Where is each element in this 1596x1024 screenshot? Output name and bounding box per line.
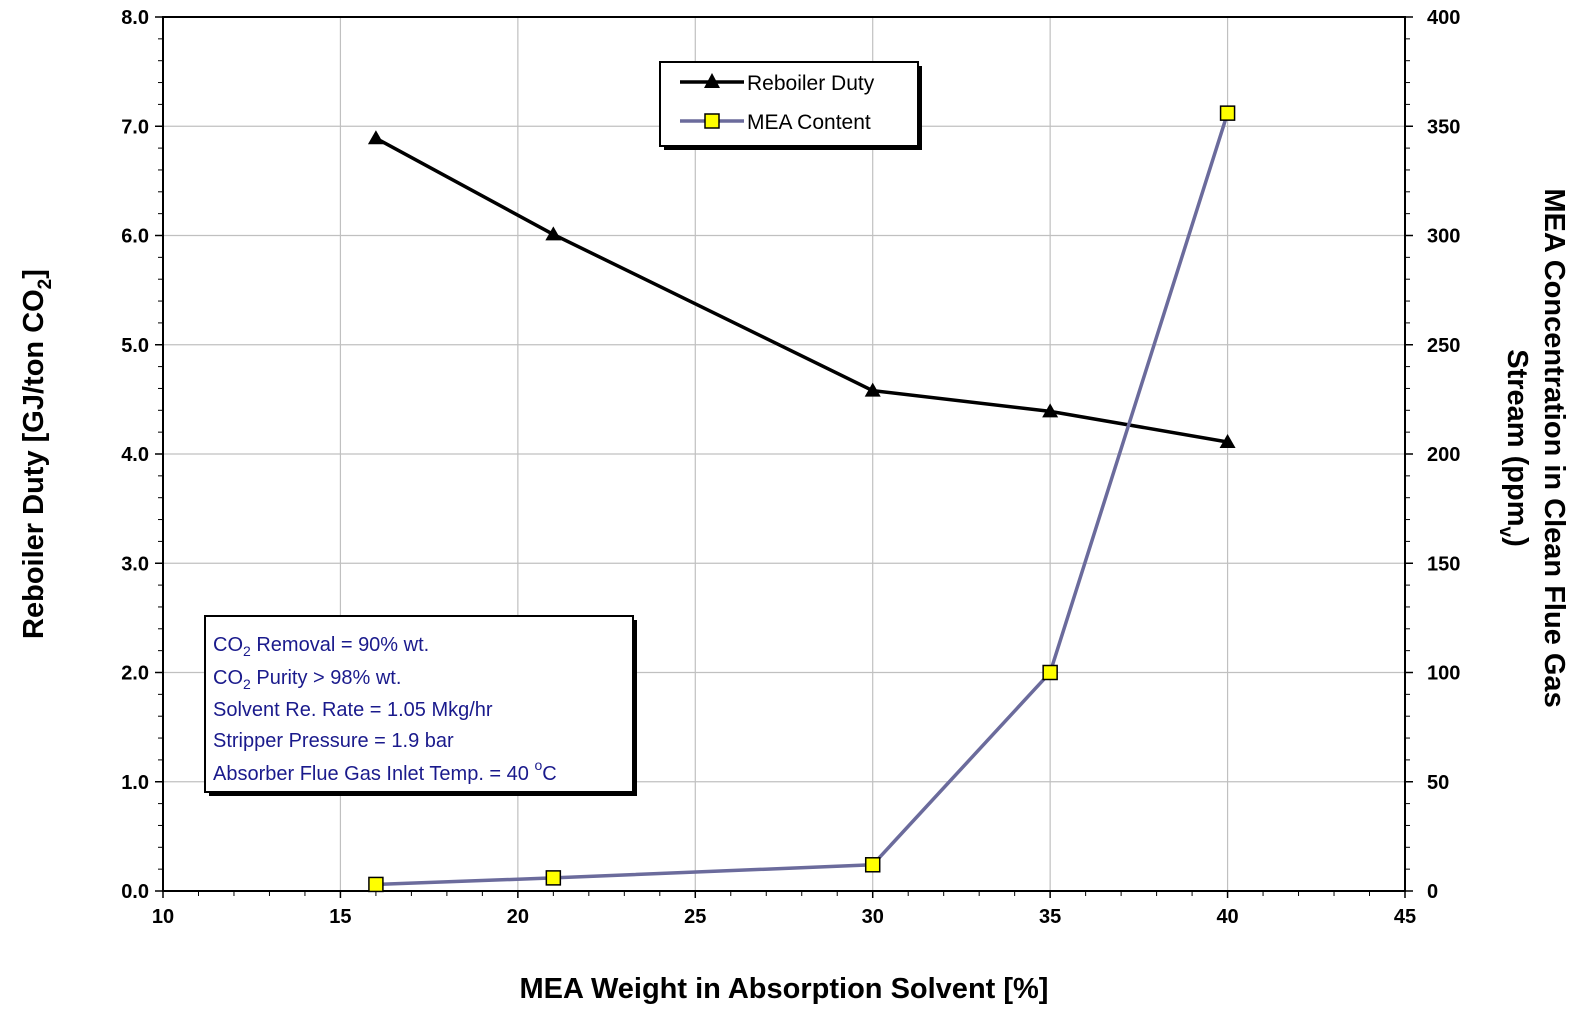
y-axis-title: Reboiler Duty [GJ/ton CO2] [18, 269, 56, 639]
data-point-reboiler-duty [1042, 403, 1059, 418]
x-tick-label: 45 [1394, 906, 1416, 928]
y-axis-title-end: ] [18, 269, 50, 279]
annotation-co2-sub: 2 [243, 676, 251, 692]
y-tick-label: 4.0 [121, 444, 149, 466]
y-tick-label: 1.0 [121, 772, 149, 794]
y-tick-label: 8.0 [121, 7, 149, 29]
x-tick-label: 15 [329, 906, 351, 928]
data-point-reboiler-duty [367, 130, 384, 145]
y2-axis-title: MEA Concentration in Clean Flue Gas Stre… [1495, 188, 1570, 707]
annotation-purity-text: Purity > 98% wt. [251, 667, 402, 689]
y2-tick-label: 50 [1427, 772, 1449, 794]
data-point-reboiler-duty [545, 226, 562, 241]
annotation-co2-text: CO [213, 667, 243, 689]
annotation-temp-text: Absorber Flue Gas Inlet Temp. = 40 [213, 763, 534, 785]
annotation-line-co2-removal: CO2 Removal = 90% wt. [213, 634, 429, 659]
y2-tick-label: 400 [1427, 7, 1460, 29]
y2-tick-label: 200 [1427, 444, 1460, 466]
annotation-line-co2-purity: CO2 Purity > 98% wt. [213, 667, 401, 692]
annotation-co2-text: CO [213, 634, 243, 656]
y2-axis-title-line1: MEA Concentration in Clean Flue Gas [1538, 188, 1570, 707]
legend-label-reboiler-duty: Reboiler Duty [747, 72, 875, 95]
y2-axis-title-main: Stream (ppm [1501, 349, 1533, 526]
x-tick-label: 20 [507, 906, 529, 928]
y-axis-title-sub: 2 [35, 279, 56, 290]
conditions-annotation: CO2 Removal = 90% wt. CO2 Purity > 98% w… [204, 615, 637, 796]
series-layer [367, 105, 1236, 893]
annotation-line-solvent-rate: Solvent Re. Rate = 1.05 Mkg/hr [213, 699, 493, 721]
x-tick-label: 30 [862, 906, 884, 928]
y-tick-label: 2.0 [121, 663, 149, 685]
legend-label-mea-content: MEA Content [747, 111, 871, 134]
legend-box [659, 61, 919, 147]
annotation-co2-sub: 2 [243, 643, 251, 659]
y2-tick-label: 250 [1427, 335, 1460, 357]
data-point-mea-content [545, 870, 562, 886]
x-tick-label: 40 [1216, 906, 1238, 928]
y2-tick-label: 100 [1427, 663, 1460, 685]
y-tick-label: 7.0 [121, 116, 149, 138]
annotation-removal-text: Removal = 90% wt. [251, 634, 429, 656]
y-tick-label: 5.0 [121, 335, 149, 357]
data-point-mea-content [1042, 664, 1058, 681]
y2-axis-title-sub: v [1495, 527, 1516, 538]
axis-ticks: 10 15 20 25 30 35 40 450.01.02.03.04.05.06.07.0… [121, 7, 1460, 928]
x-axis-title: MEA Weight in Absorption Solvent [%] [520, 973, 1049, 1005]
y2-axis-title-end: ) [1501, 537, 1533, 547]
data-point-reboiler-duty [864, 382, 881, 397]
y-tick-label: 6.0 [121, 226, 149, 248]
data-point-reboiler-duty [1219, 433, 1236, 448]
annotation-box [204, 615, 634, 793]
legend-marker-square-icon [704, 113, 720, 129]
y2-axis-title-line2: Stream (ppmv) [1495, 349, 1533, 547]
legend-marker-triangle-icon [704, 73, 720, 88]
y-tick-label: 3.0 [121, 553, 149, 575]
y2-tick-label: 150 [1427, 553, 1460, 575]
legend: Reboiler Duty MEA Content [659, 61, 922, 150]
data-point-mea-content [1219, 105, 1236, 121]
data-point-mea-content [864, 857, 881, 873]
annotation-celsius-text: C [542, 763, 556, 785]
annotation-line-inlet-temp: Absorber Flue Gas Inlet Temp. = 40 oC [213, 757, 557, 785]
y-axis-title-main: Reboiler Duty [GJ/ton CO [18, 289, 50, 639]
x-tick-label: 10 [152, 906, 174, 928]
y2-tick-label: 350 [1427, 116, 1460, 138]
y2-tick-label: 0 [1427, 881, 1438, 903]
series-line-reboiler-duty [375, 136, 1228, 444]
x-tick-label: 25 [684, 906, 706, 928]
y-tick-label: 0.0 [121, 881, 149, 903]
data-point-mea-content [368, 876, 384, 893]
x-tick-label: 35 [1039, 906, 1061, 928]
y2-tick-label: 300 [1427, 226, 1460, 248]
annotation-degree-sup: o [534, 757, 542, 773]
annotation-line-stripper-pressure: Stripper Pressure = 1.9 bar [213, 730, 454, 752]
